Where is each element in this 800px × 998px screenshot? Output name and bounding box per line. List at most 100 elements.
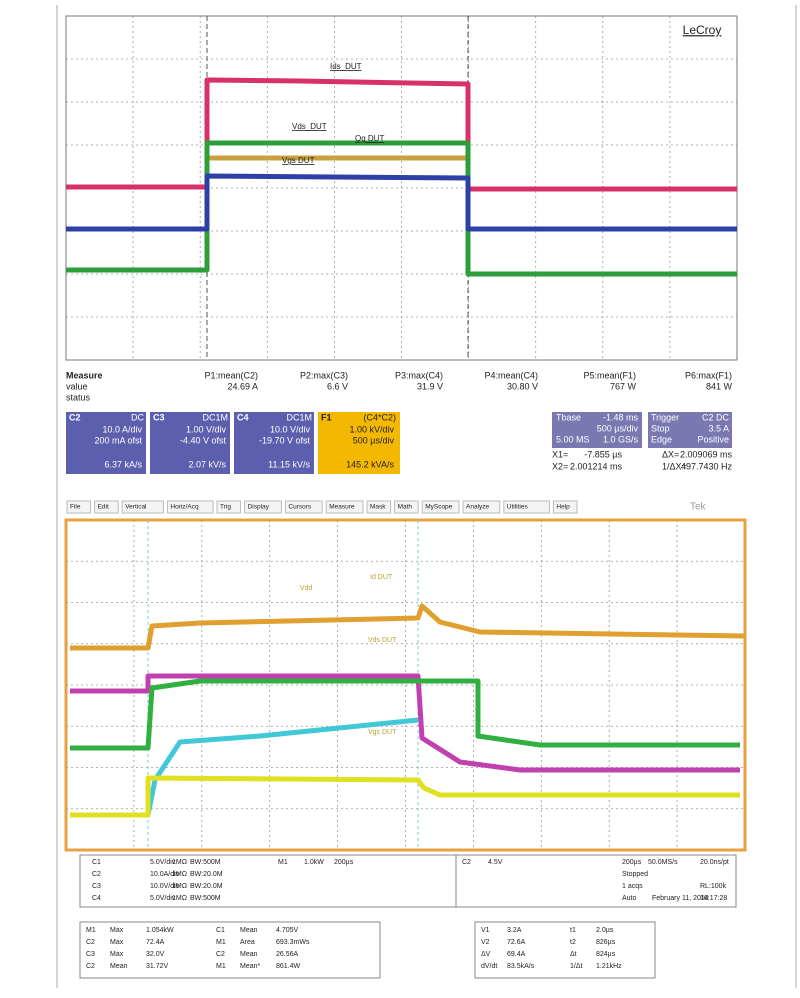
measurement: C2 <box>86 963 95 970</box>
menu-label[interactable]: MyScope <box>425 504 452 511</box>
channel-mode: DC1M <box>202 412 228 422</box>
cursor-readout: 826µs <box>596 939 616 946</box>
timebase: 1.0 GS/s <box>603 434 639 444</box>
trigger: Trigger <box>651 412 679 422</box>
cursor-readout: 2.0µs <box>596 927 614 934</box>
measurement: 32.0V <box>146 951 165 958</box>
measurement: Area <box>240 939 255 946</box>
channel-mode: DC <box>131 412 144 422</box>
math-setting: 200µs <box>334 859 354 866</box>
measurement: M1 <box>216 939 226 946</box>
channel-setting: -19.70 V ofst <box>259 435 311 445</box>
measure-value: 24.69 A <box>227 381 258 391</box>
channel-setting: 2.07 kV/s <box>188 459 226 469</box>
cursor-readout: V1 <box>481 927 490 934</box>
menu-label[interactable]: Vertical <box>125 504 147 511</box>
measurement: 26.56A <box>276 951 299 958</box>
channel-setting: 200 mA ofst <box>94 435 142 445</box>
menu-label[interactable]: Utilities <box>507 504 529 511</box>
measurement: 31.72V <box>146 963 169 970</box>
measure-header: P5:mean(F1) <box>583 370 636 380</box>
trigger-setting: 4.5V <box>488 859 503 866</box>
cursor-readout: 824µs <box>596 951 616 958</box>
math-setting: M1 <box>278 859 288 866</box>
cursor-readout: Δt <box>570 951 577 958</box>
cursor-readout: 69.4A <box>507 951 526 958</box>
measurement: 1.054kW <box>146 927 174 934</box>
cursor-readout: 72.6A <box>507 939 526 946</box>
timebase: Tbase <box>556 412 581 422</box>
timebase: 5.00 MS <box>556 434 590 444</box>
menu-label[interactable]: Display <box>248 504 270 511</box>
measure-header: P6:max(F1) <box>685 370 732 380</box>
measurement: 72.4A <box>146 939 165 946</box>
acq-info: Stopped <box>622 871 648 878</box>
channel-name: C3 <box>153 412 165 422</box>
menu-label[interactable]: File <box>70 504 81 511</box>
cursor-readout: V2 <box>481 939 490 946</box>
menu-label[interactable]: Math <box>398 504 413 511</box>
trigger: Positive <box>697 434 729 444</box>
measure-value: 31.9 V <box>417 381 443 391</box>
menu-label[interactable]: Measure <box>329 504 355 511</box>
measure-value: 767 W <box>610 381 637 391</box>
channel-setting: 1.00 V/div <box>186 424 227 434</box>
acq-info: Auto <box>622 895 637 902</box>
channel-setting: C2 <box>92 871 101 878</box>
measure-header: P2:max(C3) <box>300 370 348 380</box>
acq-info: RL:100k <box>700 883 727 890</box>
timebase: -1.48 ms <box>603 412 639 422</box>
cursor-readout: 2.001214 ms <box>570 461 623 471</box>
menu-label[interactable]: Mask <box>370 504 386 511</box>
measurement: Max <box>110 939 124 946</box>
channel-setting: BW:20.0M <box>190 883 223 890</box>
menu-label[interactable]: Cursors <box>288 504 312 511</box>
trigger: Stop <box>651 423 670 433</box>
channel-setting: 1.00 kV/div <box>349 424 394 434</box>
channel-setting: 1MΩ <box>172 895 187 902</box>
page: LeCroyIds_DUTVds_DUTQg DUTVgs DUTMeasure… <box>0 0 800 998</box>
measurement: C3 <box>86 951 95 958</box>
trigger: C2 DC <box>702 412 730 422</box>
trace-label: Vds_DUT <box>292 122 327 131</box>
channel-setting: 6.37 kA/s <box>104 459 142 469</box>
menu-label[interactable]: Horiz/Acq <box>170 504 199 511</box>
panel <box>475 922 655 978</box>
acq-info: 200µs <box>622 859 642 866</box>
measure-header: P3:max(C4) <box>395 370 443 380</box>
measurement: C2 <box>216 951 225 958</box>
measure-value: 841 W <box>706 381 733 391</box>
channel-setting: C3 <box>92 883 101 890</box>
cursor-readout: 83.5kA/s <box>507 963 535 970</box>
menu-label[interactable]: Analyze <box>466 504 490 511</box>
channel-name: C4 <box>237 412 249 422</box>
math-setting: 1.0kW <box>304 859 324 866</box>
channel-name: C2 <box>69 412 81 422</box>
channel-mode: DC1M <box>286 412 312 422</box>
measure-header: P4:mean(C4) <box>484 370 538 380</box>
menu-label[interactable]: Edit <box>98 504 109 511</box>
trace-label: Vds DUT <box>368 637 397 644</box>
channel-setting: 11.15 kV/s <box>268 459 310 469</box>
measurement: Max <box>110 951 124 958</box>
measurement: 861.4W <box>276 963 301 970</box>
channel-setting: 1MΩ <box>172 883 187 890</box>
menu-label[interactable]: Help <box>556 504 570 511</box>
cursor-readout: t2 <box>570 939 576 946</box>
cursor-readout: t1 <box>570 927 576 934</box>
channel-name: F1 <box>321 412 332 422</box>
acq-info: 16:17:28 <box>700 895 727 902</box>
channel-setting: 10.0 A/div <box>102 424 142 434</box>
screenshot: LeCroyIds_DUTVds_DUTQg DUTVgs DUTMeasure… <box>0 0 800 993</box>
channel-setting: 1MΩ <box>172 871 187 878</box>
channel-setting: C1 <box>92 859 101 866</box>
cursor-readout: ΔV <box>481 951 491 958</box>
trigger-setting: C2 <box>462 859 471 866</box>
measure-value: 30.80 V <box>507 381 538 391</box>
measurement: Mean <box>110 963 128 970</box>
trace-label: Vdd <box>300 585 313 592</box>
channel-setting: 10.0 V/div <box>270 424 311 434</box>
measurement: M1 <box>216 963 226 970</box>
menu-label[interactable]: Trig <box>220 504 231 511</box>
measure-header: Measure <box>66 370 103 380</box>
